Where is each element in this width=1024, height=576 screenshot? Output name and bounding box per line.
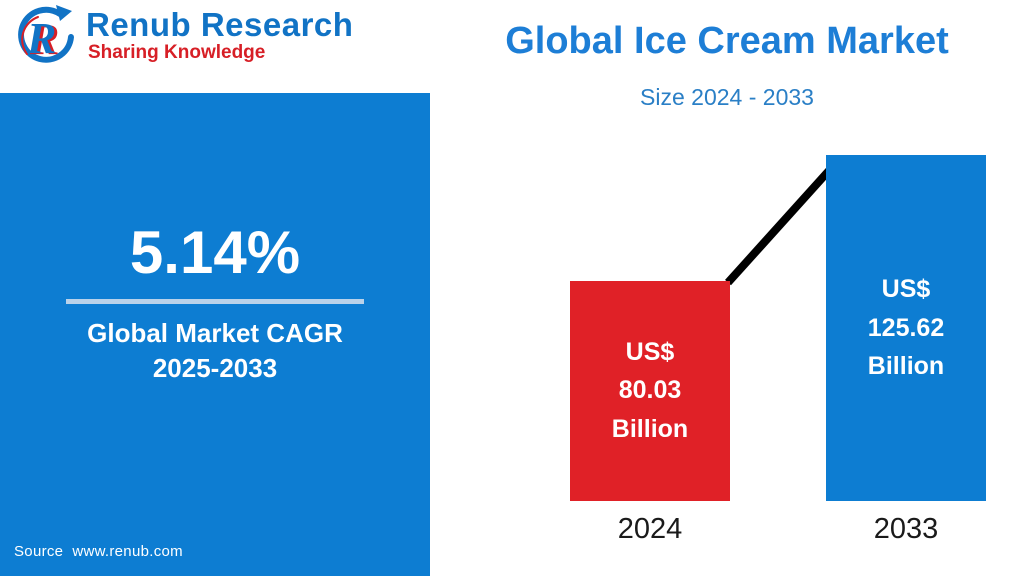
source-label: Source: [14, 543, 64, 560]
source-note: Source www.renub.com: [14, 543, 183, 560]
svg-text:R: R: [29, 15, 59, 64]
category-label-2024: 2024: [617, 513, 683, 545]
category-label-2033: 2033: [873, 513, 939, 545]
cagr-label: Global Market CAGR 2025-2033: [0, 316, 430, 386]
bar-value-label-2024: US$ 80.03 Billion: [611, 337, 689, 444]
cagr-label-line2: 2025-2033: [152, 353, 278, 384]
brand-header: R R Renub Research Sharing Knowledge: [14, 4, 353, 68]
bar-2024: US$ 80.03 Billion: [570, 280, 730, 501]
cagr-label-line1: Global Market CAGR: [87, 318, 343, 348]
divider-line: [66, 299, 364, 304]
brand-name: Renub Research: [86, 6, 354, 44]
cagr-content: 5.14% Global Market CAGR 2025-2033: [0, 223, 430, 386]
svg-text:R: R: [26, 14, 56, 63]
brand-text: Renub Research Sharing Knowledge: [86, 8, 353, 64]
source-url: www.renub.com: [72, 543, 183, 560]
page-subtitle: Size 2024 - 2033: [640, 84, 814, 110]
renub-logo-icon: R R: [18, 5, 74, 64]
cagr-value: 5.14%: [129, 219, 301, 286]
bar-2033: US$ 125.62 Billion: [826, 155, 986, 501]
page-title: Global Ice Cream Market: [505, 20, 949, 62]
cagr-panel: 5.14% Global Market CAGR 2025-2033 Sourc…: [0, 93, 430, 576]
brand-tagline: Sharing Knowledge: [88, 41, 266, 63]
bar-value-label-2033: US$ 125.62 Billion: [867, 274, 945, 381]
